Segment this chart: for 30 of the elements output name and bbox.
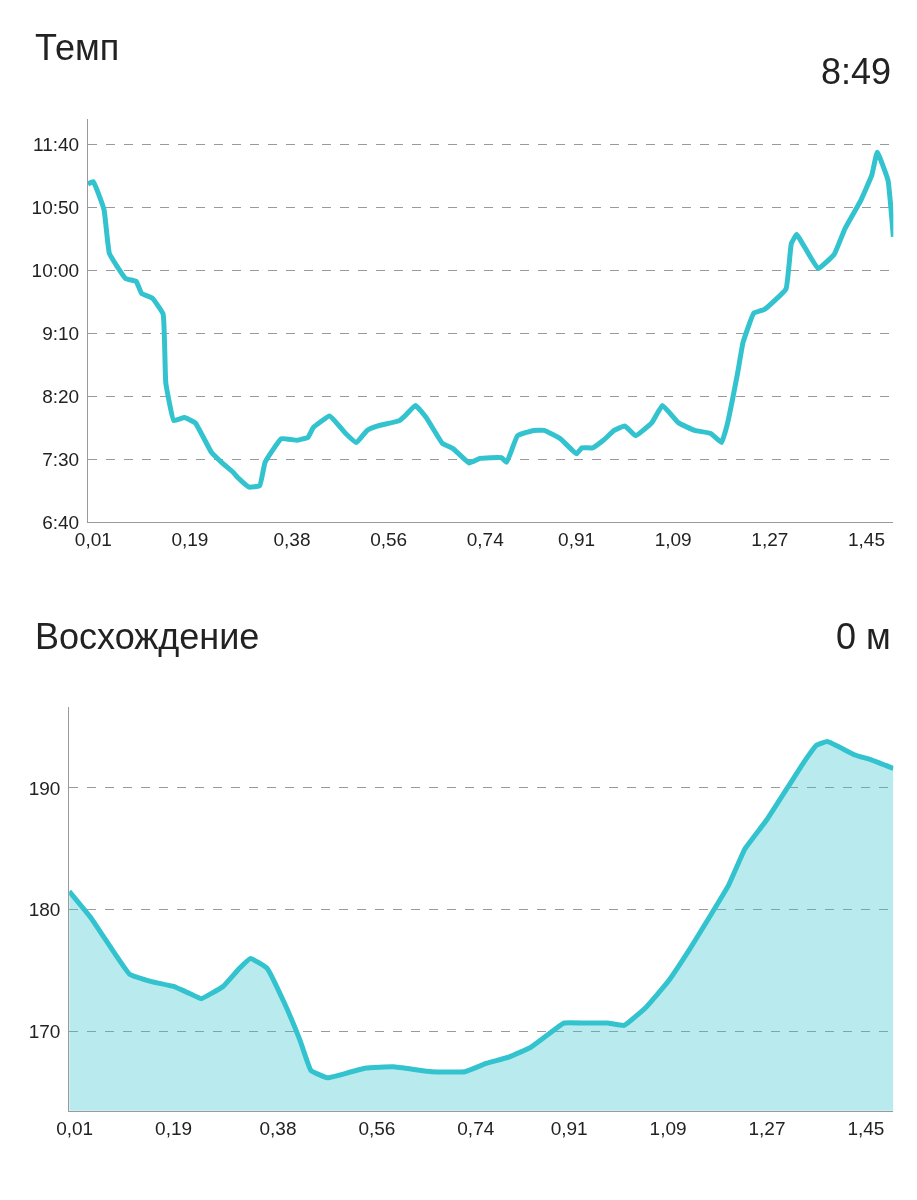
x-tick-label: 0,38 — [259, 1117, 297, 1139]
x-tick-label: 0,91 — [550, 1117, 588, 1139]
x-tick-label: 0,19 — [155, 1117, 193, 1139]
y-tick-label: 10:00 — [31, 259, 80, 281]
x-tick-label: 0,74 — [466, 528, 505, 550]
x-tick-label: 1,09 — [654, 528, 692, 550]
y-tick-label: 170 — [28, 1021, 61, 1043]
x-tick-label: 0,01 — [56, 1117, 94, 1139]
x-tick-label: 1,27 — [751, 528, 789, 550]
x-tick-label: 1,09 — [649, 1117, 687, 1139]
chart-title: Восхождение — [35, 616, 260, 657]
y-tick-label: 180 — [28, 899, 61, 921]
y-tick-label: 10:50 — [31, 196, 80, 218]
text: 8:49 — [821, 51, 892, 92]
y-tick-label: 190 — [28, 777, 61, 799]
x-tick-label: 1,45 — [847, 1117, 885, 1139]
x-tick-label: 0,74 — [457, 1117, 495, 1139]
x-tick-label: 0,38 — [273, 528, 311, 550]
y-tick-label: 11:40 — [32, 133, 80, 155]
x-tick-label: 0,56 — [370, 528, 408, 550]
y-tick-label: 8:20 — [42, 385, 80, 407]
x-tick-label: 0,19 — [171, 528, 209, 550]
x-tick-label: 1,45 — [848, 528, 885, 550]
y-tick-label: 9:10 — [42, 322, 80, 344]
text: 0 м — [836, 616, 891, 657]
x-tick-label: 1,27 — [748, 1117, 786, 1139]
x-tick-label: 0,56 — [358, 1117, 396, 1139]
y-tick-label: 7:30 — [42, 448, 80, 470]
x-tick-label: 0,91 — [558, 528, 596, 550]
chart-title: Темп — [35, 27, 120, 68]
